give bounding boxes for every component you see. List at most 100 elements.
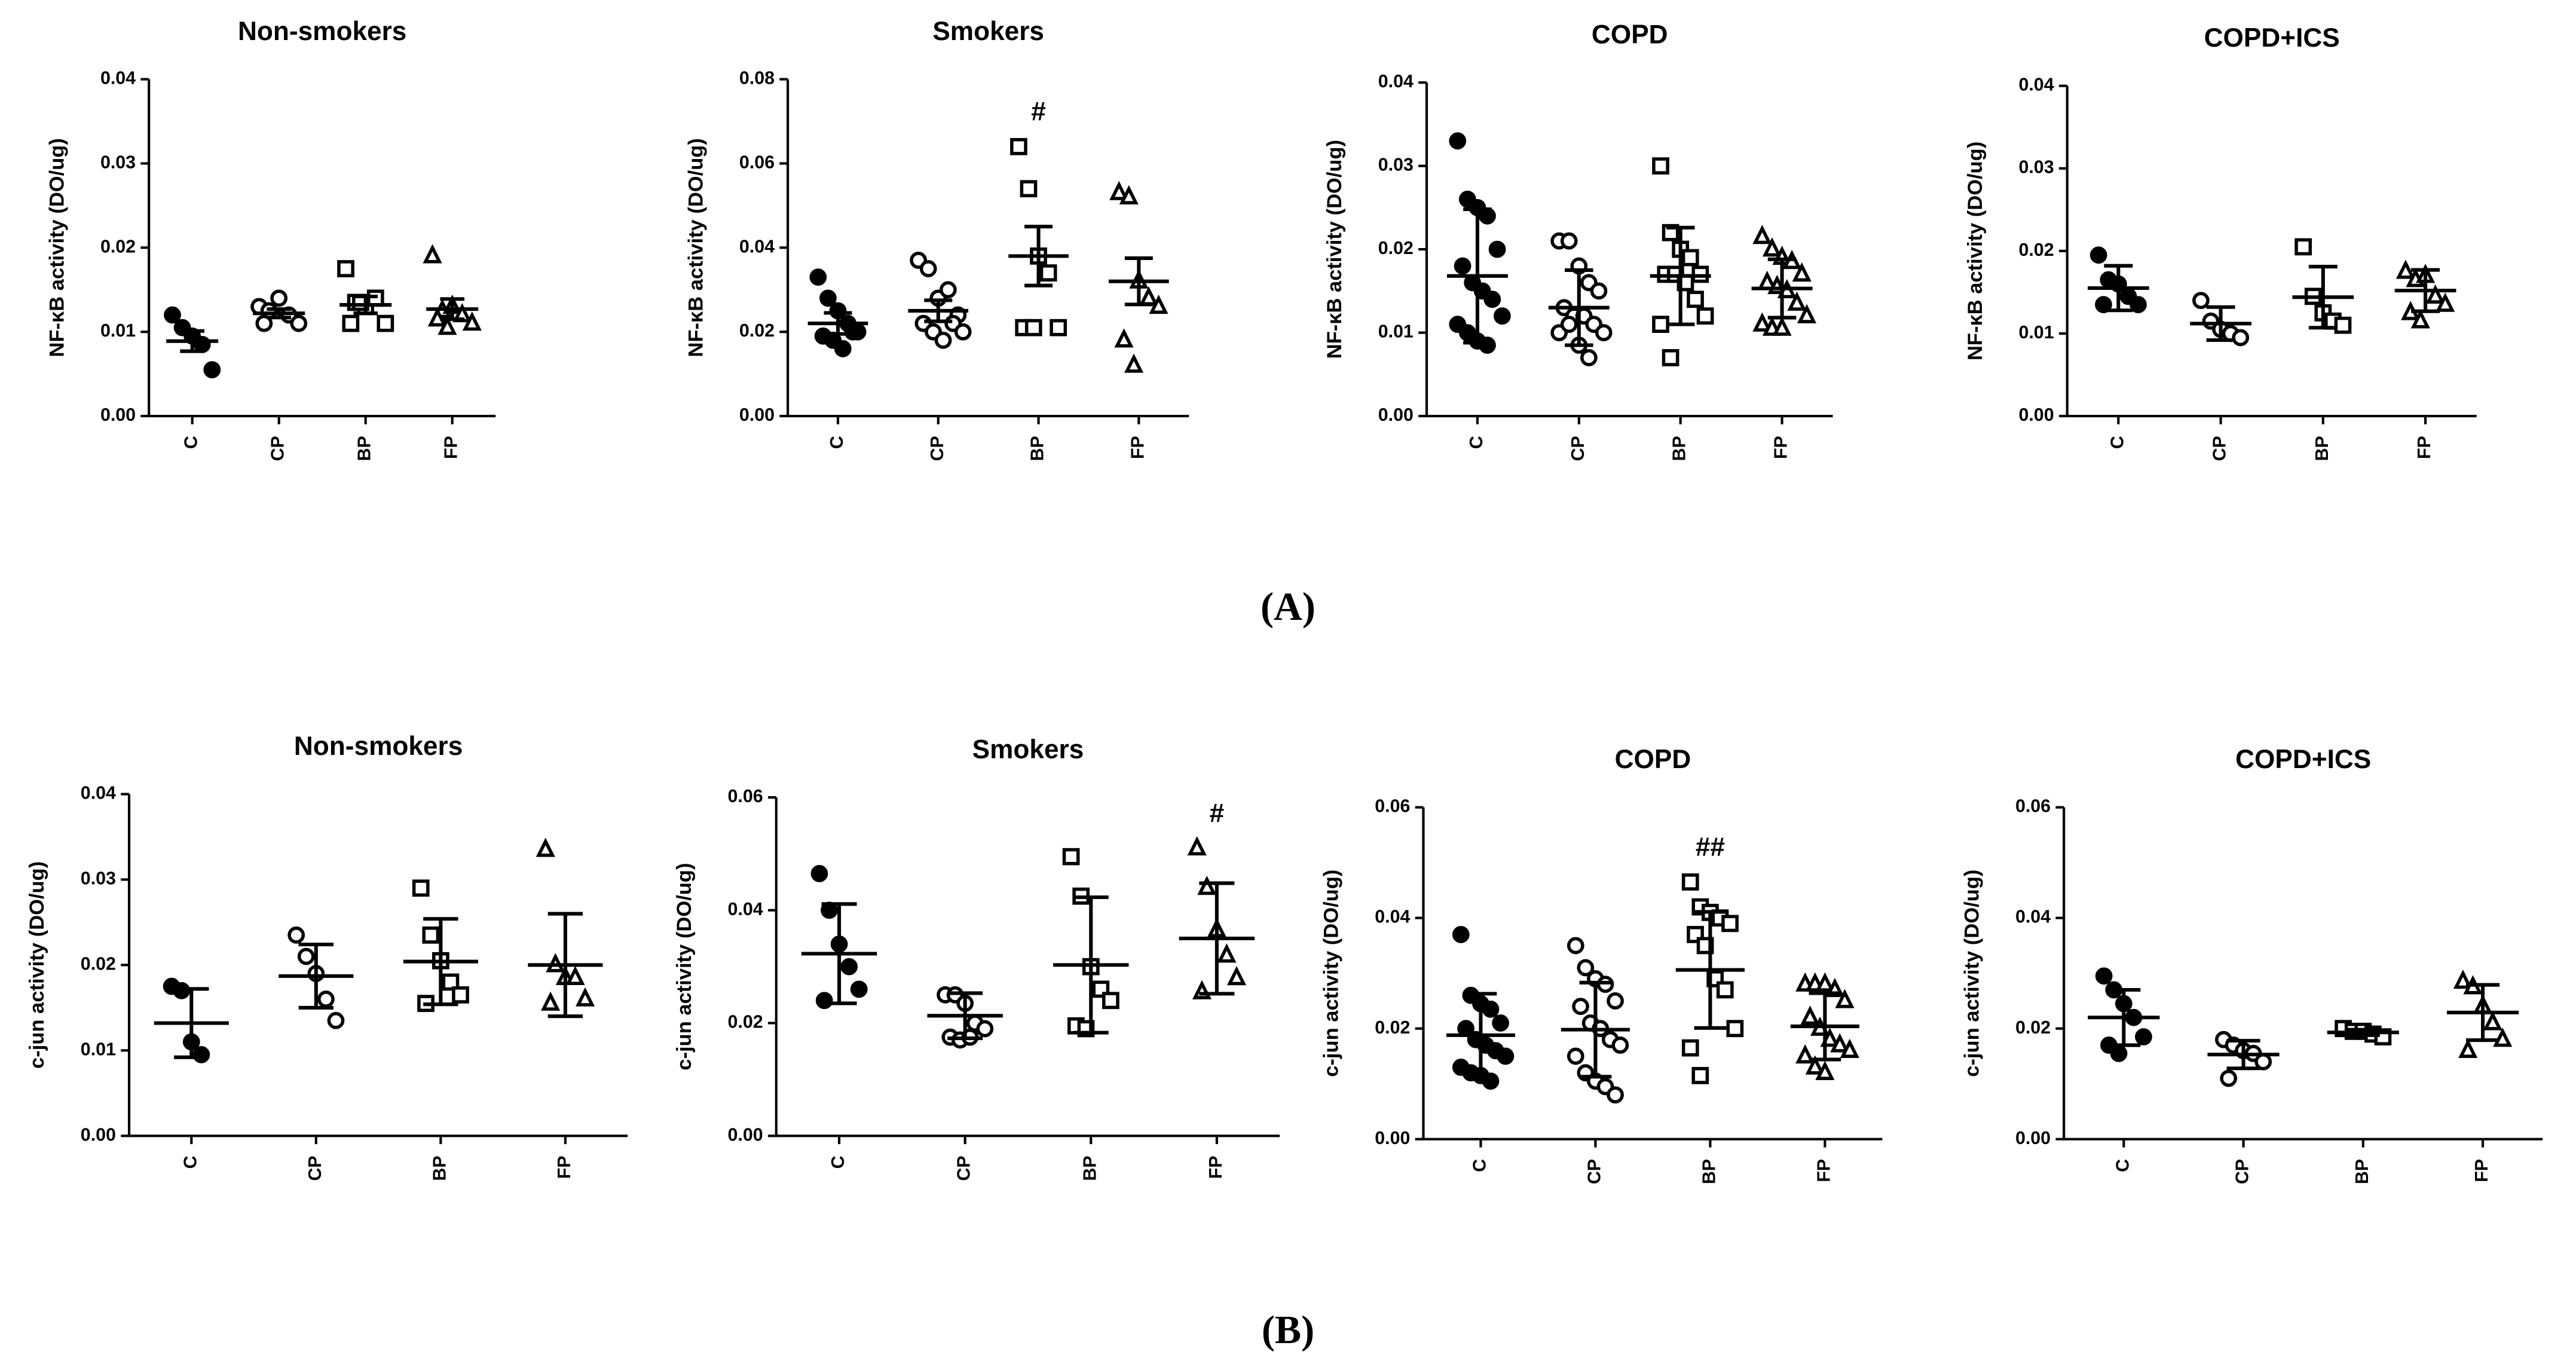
point: [1662, 349, 1679, 366]
annotation: ##: [1696, 833, 1725, 862]
point: [164, 306, 181, 324]
point: [840, 958, 858, 975]
point: [452, 986, 469, 1004]
point: [2294, 238, 2312, 256]
point: [1595, 324, 1613, 341]
point: [2396, 259, 2415, 279]
point: [1114, 328, 1134, 348]
point: [297, 947, 315, 965]
y-axis-label: c-jun activity (DO/ug): [673, 863, 696, 1071]
x-tick-label: FP: [2471, 1159, 2492, 1182]
chart-title: Smokers: [932, 17, 1044, 46]
x-tick-label: C: [181, 436, 201, 449]
x-tick-label: CP: [1568, 436, 1588, 461]
annotation: #: [1210, 799, 1225, 828]
x-tick-label: FP: [1771, 436, 1791, 459]
y-tick-label: 0.02: [728, 1012, 763, 1032]
y-tick-label: 0.02: [1375, 1017, 1410, 1038]
y-tick-label: 0.04: [2018, 75, 2054, 95]
chart-title: COPD+ICS: [2235, 745, 2371, 774]
y-tick-label: 0.01: [81, 1039, 116, 1059]
chart-title: COPD: [1615, 745, 1691, 774]
point: [1830, 1033, 1850, 1053]
y-tick-label: 0.00: [81, 1124, 116, 1145]
y-tick-label: 0.04: [2015, 907, 2051, 927]
point: [1800, 1005, 1820, 1025]
point: [954, 323, 972, 341]
point: [412, 879, 430, 897]
point: [939, 281, 957, 299]
y-tick-label: 0.02: [739, 320, 775, 341]
x-tick-label: FP: [2414, 436, 2434, 459]
point: [809, 268, 827, 286]
point: [1217, 943, 1237, 963]
point: [1652, 316, 1669, 333]
y-tick-label: 0.04: [1375, 907, 1410, 927]
point: [1840, 1038, 1859, 1058]
point: [536, 837, 555, 857]
y-tick-label: 0.01: [1378, 322, 1414, 342]
point: [2483, 1011, 2502, 1030]
point: [2130, 296, 2147, 313]
point: [1149, 294, 1168, 314]
point: [1835, 989, 1855, 1008]
point: [1805, 1055, 1825, 1075]
y-tick-label: 0.00: [1378, 405, 1414, 425]
point: [1482, 1001, 1500, 1018]
point: [255, 314, 273, 332]
y-axis-label: NF-κB activity (DO/ug): [45, 138, 68, 357]
y-tick-label: 0.06: [739, 152, 775, 172]
x-tick-label: C: [827, 436, 847, 449]
point: [377, 314, 394, 332]
point: [1797, 304, 1817, 323]
x-tick-label: CP: [268, 436, 288, 461]
point: [337, 260, 354, 277]
point: [1039, 264, 1057, 282]
y-tick-label: 0.00: [1375, 1128, 1410, 1148]
point: [1197, 876, 1217, 895]
x-tick-label: C: [1470, 1159, 1490, 1172]
point: [1226, 966, 1247, 986]
point: [1479, 207, 1496, 225]
x-tick-label: FP: [1127, 436, 1148, 459]
x-tick-label: CP: [927, 436, 947, 461]
x-tick-label: CP: [1584, 1159, 1604, 1184]
x-tick-label: C: [2112, 1159, 2133, 1172]
x-tick-label: CP: [954, 1155, 974, 1181]
point: [442, 973, 460, 991]
y-axis-label: NF-κB activity (DO/ug): [1964, 142, 1987, 360]
point: [2220, 1069, 2238, 1087]
point: [1611, 1036, 1629, 1054]
x-tick-label: CP: [305, 1155, 325, 1181]
point: [1050, 319, 1067, 337]
point: [2425, 284, 2445, 304]
y-tick-label: 0.04: [81, 783, 116, 803]
point: [834, 340, 852, 357]
point: [1567, 937, 1584, 955]
y-tick-label: 0.02: [1378, 238, 1414, 258]
point: [1590, 282, 1608, 300]
point: [1020, 180, 1038, 198]
point: [810, 865, 828, 882]
point: [1815, 972, 1835, 992]
point: [540, 991, 561, 1011]
point: [815, 992, 833, 1010]
point: [1681, 873, 1699, 891]
y-tick-label: 0.00: [100, 405, 136, 425]
y-tick-label: 0.03: [100, 152, 136, 172]
y-tick-label: 0.00: [739, 405, 775, 425]
point: [1192, 980, 1212, 999]
chart-title: COPD: [1592, 20, 1668, 49]
x-tick-label: C: [180, 1155, 200, 1169]
x-tick-label: C: [1466, 436, 1486, 449]
chart-title: COPD+ICS: [2204, 23, 2340, 53]
y-axis-label: c-jun activity (DO/ug): [1960, 870, 1983, 1077]
point: [438, 316, 457, 335]
y-tick-label: 0.02: [81, 953, 116, 974]
point: [192, 1046, 210, 1063]
point: [2493, 1027, 2513, 1047]
y-tick-label: 0.03: [2018, 157, 2054, 178]
point: [1492, 1014, 1509, 1032]
point: [1560, 232, 1578, 250]
